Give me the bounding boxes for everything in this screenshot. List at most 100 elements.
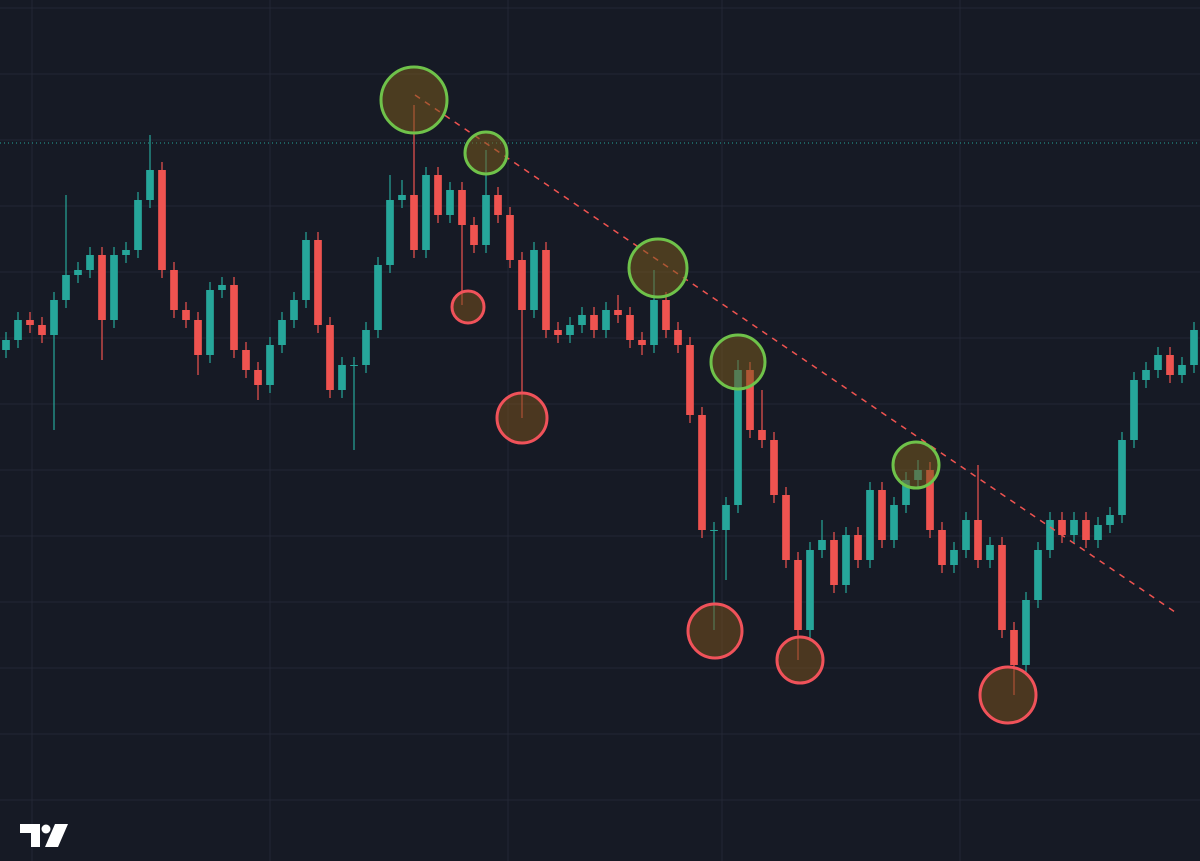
candle-body [734,370,742,505]
candle-body [722,505,730,530]
candle-body [986,545,994,560]
candle-body [206,290,214,355]
candle-body [506,215,514,260]
candle-body [842,535,850,585]
candle-body [566,325,574,335]
candle-body [362,330,370,365]
swing-high-markers [379,65,941,490]
candle-body [1094,525,1102,540]
candle-body [374,265,382,330]
candle-body [806,550,814,630]
candle-body [290,300,298,320]
candle-body [1190,330,1198,365]
candle-body [182,310,190,320]
candle-body [338,365,346,390]
candle-body [1058,520,1066,535]
logo-shape [20,824,40,847]
swing-low-markers [450,289,1038,725]
swing-high-marker [709,333,767,391]
candle-body [170,270,178,310]
candle-body [1118,440,1126,515]
candle-body [746,370,754,430]
candle-body [890,505,898,540]
candle-body [554,330,562,335]
candle-body [218,285,226,290]
candle-body [1034,550,1042,600]
candle-body [578,315,586,325]
candle-body [482,195,490,245]
swing-low-marker [978,665,1038,725]
candle-body [998,545,1006,630]
candle-body [422,175,430,250]
candle-body [782,495,790,560]
candle-body [50,300,58,335]
candle-body [350,365,358,366]
candle-body [1166,355,1174,375]
swing-high-marker [379,65,449,135]
candle-body [110,255,118,320]
candle-body [278,320,286,345]
candle-body [434,175,442,215]
candle-body [62,275,70,300]
candle-body [974,520,982,560]
candle-body [146,170,154,200]
candle-body [950,550,958,565]
candle-body [758,430,766,440]
candle-body [14,320,22,340]
candle-body [1046,520,1054,550]
candle-body [230,285,238,350]
candle-body [542,250,550,330]
candle-body [38,325,46,335]
candle-body [830,540,838,585]
candle-body [1082,520,1090,540]
candle-body [1154,355,1162,370]
candle-body [674,330,682,345]
swing-high-marker [891,440,941,490]
candle-body [866,490,874,560]
candle-body [602,310,610,330]
candle-body [1010,630,1018,665]
candle-body [626,315,634,340]
logo-shape [45,824,68,847]
candle-body [818,540,826,550]
swing-low-marker [775,635,825,685]
candle-body [614,310,622,315]
candle-body [938,530,946,565]
swing-high-marker [627,237,689,299]
swing-low-marker [450,289,486,325]
candle-body [74,270,82,275]
candle-body [902,480,910,505]
candle-body [1106,515,1114,525]
swing-low-marker [495,391,549,445]
candle-body [1142,370,1150,380]
swing-low-marker [686,602,744,660]
candle-body [26,320,34,325]
candle-body [254,370,262,385]
candle-body [854,535,862,560]
logo-shape [41,824,51,834]
candle-body [590,315,598,330]
candle-body [86,255,94,270]
swing-high-marker [463,130,509,176]
candle-body [194,320,202,355]
candle-body [1070,520,1078,535]
candle-body [386,200,394,265]
candle-body [794,560,802,630]
candle-body [638,340,646,345]
candle-body [962,520,970,550]
candle-body [770,440,778,495]
candle-body [650,300,658,345]
candle-body [266,345,274,385]
logo [20,824,68,847]
candle-body [122,250,130,255]
candle-body [326,325,334,390]
candle-body [698,415,706,530]
candle-body [410,195,418,250]
trend-line [414,94,1176,613]
candle-body [314,240,322,325]
candle-body [530,250,538,310]
candle-body [1178,365,1186,375]
